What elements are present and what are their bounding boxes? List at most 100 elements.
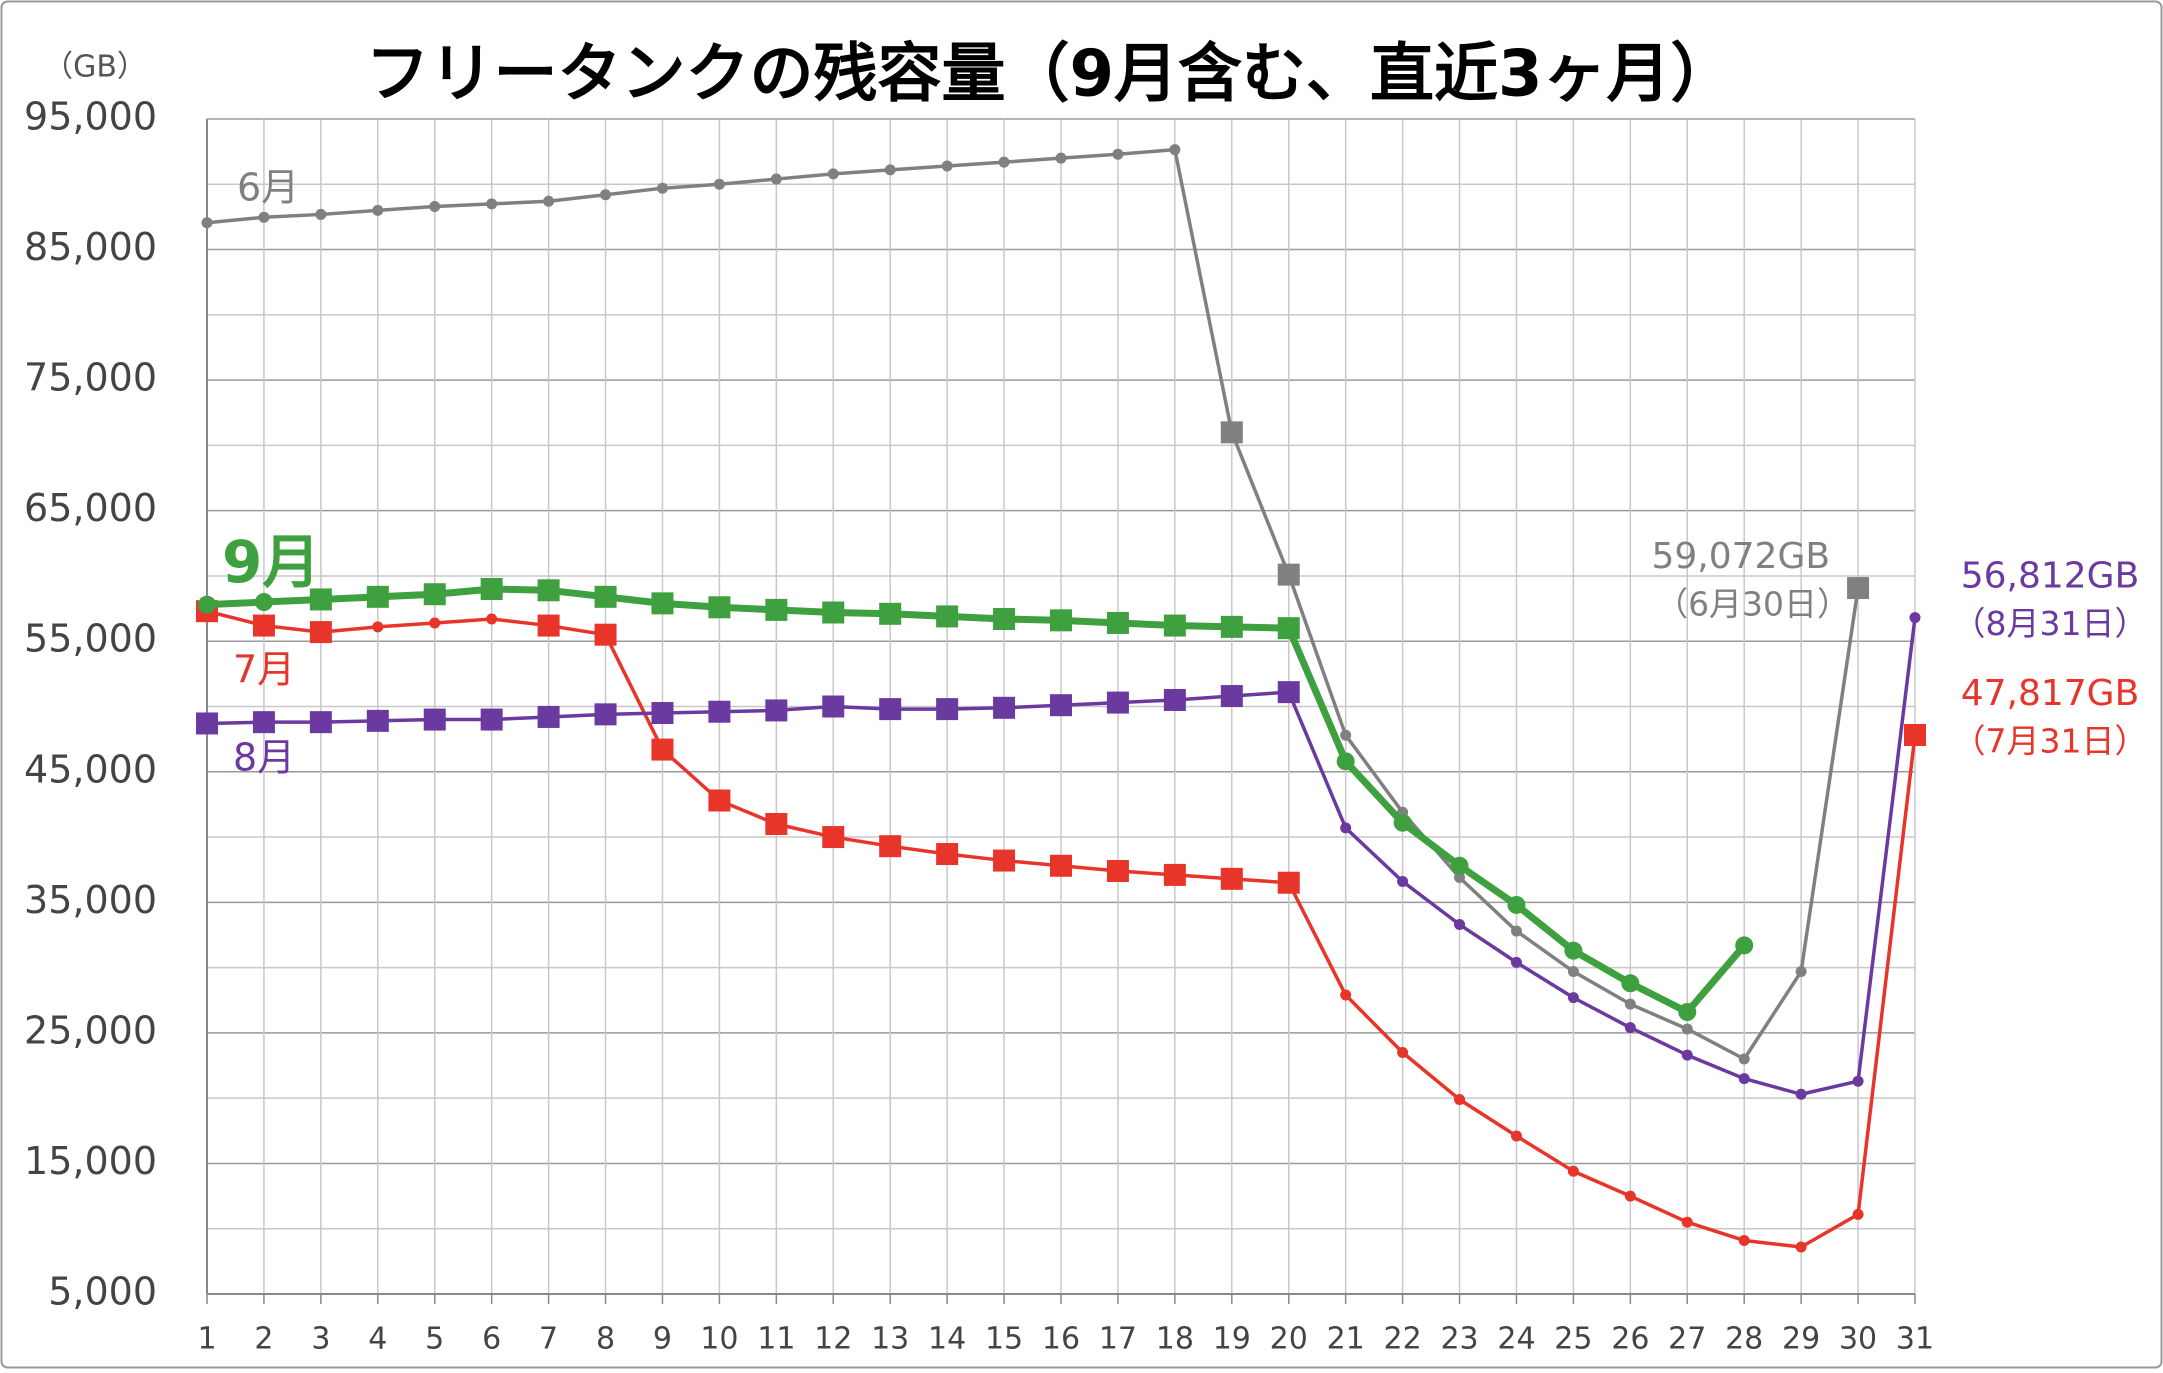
point-marker [366, 585, 389, 608]
point-marker [1112, 148, 1124, 160]
point-marker [651, 702, 674, 725]
y-tick-label: 5,000 [48, 1270, 157, 1314]
x-tick-label: 29 [1782, 1322, 1820, 1357]
point-marker [423, 708, 446, 731]
date-label: （6月30日） [1655, 585, 1850, 624]
point-marker [765, 699, 788, 722]
value-label: 59,072GB [1652, 536, 1831, 577]
point-marker [1852, 1208, 1864, 1220]
point-marker [651, 592, 674, 615]
x-tick-label: 31 [1896, 1322, 1934, 1357]
y-tick-label: 85,000 [24, 225, 157, 269]
point-marker [1624, 1022, 1636, 1034]
point-marker [1510, 1130, 1522, 1142]
x-tick-label: 18 [1156, 1322, 1194, 1357]
point-marker [1738, 1053, 1750, 1065]
point-marker [1624, 998, 1636, 1010]
point-marker [1564, 941, 1583, 960]
x-tick-label: 15 [985, 1322, 1023, 1357]
y-unit: （GB） [43, 50, 147, 85]
point-marker [884, 164, 896, 176]
point-marker [1624, 1190, 1636, 1202]
x-tick-label: 30 [1839, 1322, 1877, 1357]
point-marker [936, 698, 959, 721]
series-label: 7月 [233, 648, 295, 692]
point-marker [480, 708, 503, 731]
point-marker [252, 711, 275, 734]
point-marker [1795, 1088, 1807, 1100]
point-marker [309, 588, 332, 611]
x-tick-label: 6 [482, 1322, 501, 1357]
point-marker [822, 601, 845, 624]
point-marker [196, 712, 218, 735]
x-tick-label: 19 [1213, 1322, 1251, 1357]
point-marker [1454, 919, 1466, 931]
chart-title: フリータンクの残容量（9月含む、直近3ヶ月） [365, 38, 1734, 112]
x-tick-label: 22 [1384, 1322, 1422, 1357]
point-marker [1621, 974, 1640, 993]
point-marker [1169, 144, 1181, 156]
point-marker [594, 585, 617, 608]
point-marker [708, 789, 731, 812]
point-marker [827, 168, 839, 180]
x-tick-label: 23 [1440, 1322, 1478, 1357]
point-marker [486, 198, 498, 210]
point-marker [309, 621, 332, 644]
x-tick-label: 16 [1042, 1322, 1080, 1357]
point-marker [1277, 871, 1300, 894]
point-marker [993, 608, 1016, 631]
point-marker [537, 579, 560, 602]
point-marker [1050, 854, 1072, 877]
y-tick-label: 15,000 [24, 1139, 157, 1183]
point-marker [1050, 694, 1072, 717]
point-marker [1567, 1165, 1579, 1177]
point-marker [993, 696, 1016, 719]
point-marker [1904, 724, 1926, 747]
y-tick-label: 95,000 [24, 95, 157, 139]
series-label: 9月 [222, 528, 320, 596]
point-marker [1795, 1241, 1807, 1253]
value-label: 47,817GB [1961, 673, 2140, 714]
x-tick-label: 27 [1668, 1322, 1706, 1357]
y-tick-label: 65,000 [24, 486, 157, 530]
y-tick-label: 35,000 [24, 878, 157, 922]
point-marker [1106, 611, 1129, 634]
point-marker [822, 695, 845, 718]
point-marker [1055, 152, 1067, 164]
point-marker [1220, 685, 1243, 708]
point-marker [1454, 872, 1466, 884]
point-marker [1678, 1003, 1697, 1021]
point-marker [1510, 956, 1522, 968]
point-marker [1738, 1234, 1750, 1246]
x-tick-label: 11 [757, 1322, 795, 1357]
series-line [206, 585, 1747, 1016]
point-marker [252, 614, 275, 637]
x-tick-label: 3 [311, 1322, 330, 1357]
x-tick-label: 20 [1270, 1322, 1308, 1357]
point-marker [366, 709, 389, 732]
point-marker [993, 849, 1016, 872]
point-marker [879, 698, 902, 721]
point-marker [656, 182, 668, 194]
date-label: （8月31日） [1953, 604, 2148, 643]
point-marker [651, 738, 674, 761]
series-label: 6月 [237, 166, 299, 210]
point-marker [1220, 867, 1243, 890]
point-marker [1397, 1046, 1409, 1058]
point-marker [201, 217, 213, 229]
x-tick-label: 7 [539, 1322, 558, 1357]
point-marker [1454, 1093, 1466, 1105]
point-marker [594, 623, 617, 646]
point-marker [315, 208, 327, 220]
y-tick-label: 45,000 [24, 747, 157, 791]
point-marker [1336, 752, 1355, 771]
x-tick-label: 25 [1554, 1322, 1592, 1357]
x-tick-label: 24 [1497, 1322, 1535, 1357]
x-tick-label: 8 [596, 1322, 615, 1357]
point-marker [1393, 813, 1412, 832]
point-marker [1397, 875, 1409, 887]
x-tick-label: 4 [368, 1322, 387, 1357]
point-marker [1050, 609, 1072, 632]
